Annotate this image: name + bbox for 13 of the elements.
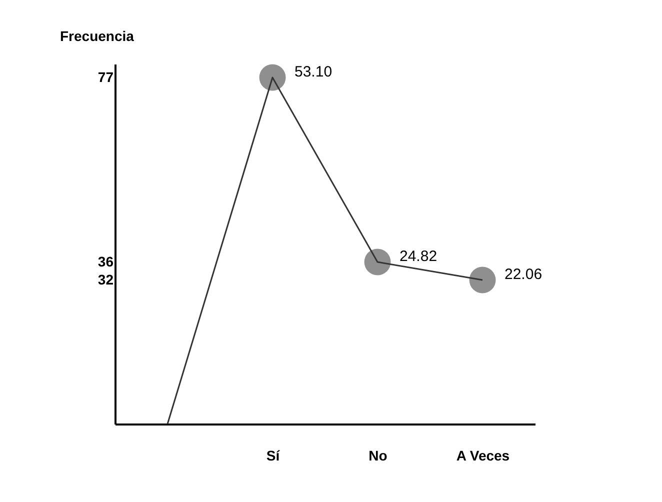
point bbox=[259, 64, 286, 91]
point bbox=[469, 266, 496, 294]
annotation: 22.06 bbox=[504, 266, 542, 283]
point bbox=[364, 248, 391, 276]
y-axis-title: Frecuencia bbox=[60, 28, 134, 44]
annotation: 53.10 bbox=[294, 64, 332, 80]
annotation: 24.82 bbox=[400, 248, 438, 265]
x-tick-label: No bbox=[368, 448, 388, 464]
x-tick-label: A Veces bbox=[456, 448, 510, 464]
y-tick-label: 36 bbox=[98, 254, 114, 270]
x-tick-label: Sí bbox=[266, 448, 281, 464]
y-tick-label: 32 bbox=[98, 272, 114, 288]
y-tick-label: 77 bbox=[98, 69, 114, 85]
